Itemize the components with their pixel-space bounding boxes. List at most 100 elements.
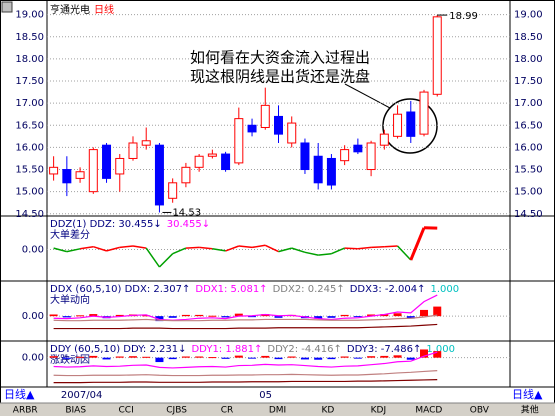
indicator-bar [287,356,296,358]
indicator-bar [314,316,323,319]
y-tick-label: 16.50 [514,120,543,131]
indicator-bar [76,315,85,317]
indicator-bar [327,357,336,360]
candle-body [300,142,310,171]
indicator-segment [278,247,292,253]
legend-item: DDY3: -7.486↑ [347,344,422,355]
indicator-segment [304,251,319,256]
indicator-segment [145,247,161,268]
candle-body [102,144,112,179]
indicator-bar [261,314,270,317]
y-tick-label: 16.00 [15,142,44,153]
indicator-segment [384,245,398,248]
indicator-bar [406,357,415,360]
indicator-bar [89,355,98,358]
legend-item: 1.000 [426,344,455,355]
indicator-tab[interactable]: OBV [470,406,490,416]
indicator-bar [340,356,349,358]
indicator-tab[interactable]: DMI [269,406,286,416]
candle-body [181,166,191,184]
indicator-name: 大单动向 [50,293,90,306]
candle-body [274,115,283,135]
indicator-bar [181,356,190,358]
candle-body [75,171,85,179]
indicator-segment [371,245,385,249]
indicator-bar [433,306,442,317]
indicator-bar [393,355,402,358]
indicator-tab[interactable]: CJBS [166,406,187,416]
indicator-segment [199,246,213,250]
indicator-bar [327,316,336,318]
indicator-segment [185,246,200,249]
indicator-bar [380,314,389,317]
legend-item: DDY2: -4.416↑ [267,344,342,355]
indicator-name: 大单差分 [50,228,90,241]
indicator-bar [181,314,190,317]
indicator-bar [221,316,230,318]
indicator-tab[interactable]: KDJ [371,406,387,416]
indicator-tab[interactable]: CR [221,406,234,416]
annotation-pointer [344,83,391,109]
indicator-bar [353,357,362,359]
indicator-segment [397,245,412,261]
indicator-tab[interactable]: KD [322,406,335,416]
y-tick-label: 18.00 [15,54,44,65]
candle-body [353,144,363,153]
indicator-segment [53,247,68,253]
indicator-segment [172,247,187,255]
indicator-segment [79,245,94,250]
indicator-name: 涨跌动因 [50,353,90,366]
indicator-segment [225,245,240,252]
indicator-segment [251,244,266,249]
y-tick-label: 15.50 [15,165,44,176]
y-tick-label: 14.50 [15,209,44,220]
annotation: 如何看在大资金流入过程出 [190,49,370,67]
x-tick-label: 2007/04 [61,390,103,401]
y-tick-label: 19.00 [514,10,543,21]
candle-body [432,16,442,95]
indicator-bar [221,357,230,359]
indicator-bar [234,313,243,317]
indicator-tab[interactable]: ARBR [13,406,38,416]
indicator-tab[interactable]: 其他 [521,404,539,416]
y-tick-label: 17.00 [514,98,543,109]
indicator-bar [234,355,243,358]
indicator-tab[interactable]: CCI [119,406,134,416]
period-switch[interactable]: 日线▲ [4,387,35,401]
y-tick-label: 16.00 [514,142,543,153]
candle-body [221,153,231,171]
x-tick-label: 05 [259,390,272,401]
indicator-bar [314,357,323,360]
indicator-segment [238,245,253,249]
y-tick-label: 0.00 [22,245,44,256]
indicator-legend: DDY (60,5,10) DDY: 2.231↓ DDY1: 1.881↑ DDY… [50,344,455,355]
y-tick-label: 0.00 [22,353,44,364]
indicator-segment [331,247,345,255]
indicator-bar [115,314,124,317]
indicator-segment [318,252,332,256]
indicator-bar [300,357,309,360]
indicator-line [53,323,438,330]
indicator-bar [49,314,58,317]
candle-body [247,124,257,133]
indicator-bar [102,357,111,360]
legend-item: 1.000 [431,284,460,295]
legend-item: DDY (60,5,10) DDY: 2.231↓ [50,344,186,355]
y-tick-label: 14.50 [514,209,543,220]
candle-body [393,113,403,137]
indicator-legend: DDX (60,5,10) DDX: 2.307↑ DDX1: 5.081↑ DDX… [50,284,459,295]
indicator-tab[interactable]: BIAS [65,406,86,416]
indicator-tab[interactable]: MACD [415,406,442,416]
indicator-bar [128,356,137,358]
y-tick-label: 17.50 [15,76,44,87]
indicator-bar [155,357,164,363]
y-tick-label: 0.00 [22,311,44,322]
indicator-line [53,370,438,377]
y-tick-label: 17.00 [15,98,44,109]
stock-name: 亨通光电 [50,3,90,16]
period-switch[interactable]: 日线▲ [512,387,543,401]
candle-body [207,153,217,157]
legend-item: DDX2: 0.245↑ [273,284,345,295]
candle-body [49,166,59,175]
candle-body [115,157,125,175]
